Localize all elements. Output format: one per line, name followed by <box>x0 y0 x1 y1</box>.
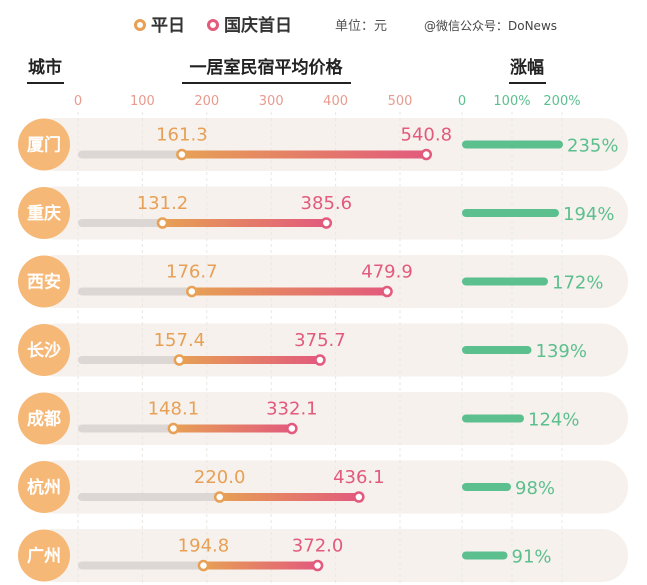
holiday-value-label: 436.1 <box>333 467 385 488</box>
price-track <box>78 287 192 296</box>
increase-tick-label: 200% <box>543 94 580 109</box>
price-range-bar <box>219 493 359 501</box>
holiday-value-label: 375.7 <box>294 330 346 351</box>
price-tick-label: 300 <box>259 94 284 109</box>
weekday-value-label: 194.8 <box>178 536 230 557</box>
price-header: 一居室民宿平均价格 <box>190 57 344 78</box>
holiday-value-label: 540.8 <box>401 125 453 146</box>
price-range-bar <box>191 287 388 296</box>
city-label: 厦门 <box>27 135 61 156</box>
city-badge <box>18 255 70 308</box>
increase-bar <box>462 551 508 560</box>
weekday-value-label: 157.4 <box>154 330 206 351</box>
holiday-value-label: 372.0 <box>292 536 344 557</box>
weekday-point <box>167 422 180 435</box>
price-range-bar <box>181 150 427 159</box>
weekday-value-label: 176.7 <box>166 262 218 283</box>
increase-bar <box>462 209 559 217</box>
holiday-point <box>314 354 326 366</box>
price-tick-label: 200 <box>194 94 219 109</box>
city-label: 长沙 <box>27 340 61 361</box>
price-tick-label: 100 <box>130 94 155 109</box>
holiday-point <box>353 491 365 503</box>
holiday-legend-label: 国庆首日 <box>224 15 292 36</box>
unit-label: 单位：元 <box>335 19 387 34</box>
price-track <box>78 150 182 159</box>
city-label: 广州 <box>27 546 61 567</box>
holiday-point <box>320 217 333 229</box>
weekday-value-label: 220.0 <box>194 467 246 488</box>
increase-bar <box>462 483 511 491</box>
city-badge <box>18 461 70 513</box>
increase-value-label: 139% <box>536 341 587 362</box>
holiday-value-label: 332.1 <box>266 399 318 420</box>
increase-value-label: 91% <box>512 547 552 568</box>
weekday-point <box>213 491 226 503</box>
weekday-point <box>173 354 186 366</box>
holiday-point <box>311 559 324 572</box>
city-label: 杭州 <box>27 477 61 498</box>
holiday-point <box>381 285 393 298</box>
weekday-value-label: 161.3 <box>156 125 208 146</box>
price-tick-label: 0 <box>74 94 82 109</box>
increase-bar <box>462 346 532 354</box>
weekday-legend-marker <box>134 19 146 31</box>
price-tick-label: 400 <box>323 94 348 109</box>
increase-value-label: 235% <box>567 136 618 157</box>
city-badge <box>18 324 70 376</box>
watermark: @微信公众号：DoNews <box>424 19 557 33</box>
weekday-point <box>176 148 188 161</box>
price-track <box>78 356 180 364</box>
weekday-value-label: 148.1 <box>148 399 200 420</box>
weekday-point <box>186 285 198 298</box>
increase-bar <box>462 414 524 423</box>
city-badge <box>18 187 70 239</box>
weekday-point <box>197 559 210 572</box>
price-tick-label: 500 <box>388 94 413 109</box>
weekday-point <box>156 217 169 229</box>
city-header: 城市 <box>28 57 62 78</box>
price-range-bar <box>162 219 327 227</box>
weekday-value-label: 131.2 <box>137 193 189 214</box>
price-track <box>78 424 174 433</box>
city-label: 重庆 <box>27 203 61 224</box>
price-range-bar <box>173 424 292 433</box>
increase-header: 涨幅 <box>510 57 544 78</box>
holiday-value-label: 385.6 <box>301 193 353 214</box>
holiday-point <box>420 148 433 161</box>
holiday-legend-marker <box>207 19 219 31</box>
holiday-point <box>286 422 298 435</box>
price-range-bar <box>179 356 320 364</box>
increase-value-label: 98% <box>515 478 555 499</box>
price-track <box>78 561 204 570</box>
increase-bar <box>462 140 563 149</box>
increase-value-label: 172% <box>552 273 603 294</box>
increase-value-label: 124% <box>528 410 579 431</box>
price-track <box>78 493 220 501</box>
city-badge <box>18 529 70 582</box>
holiday-value-label: 479.9 <box>361 262 413 283</box>
city-badge <box>18 118 70 171</box>
price-range-bar <box>203 561 318 570</box>
increase-tick-label: 0 <box>458 94 466 109</box>
increase-value-label: 194% <box>563 204 614 225</box>
increase-bar <box>462 277 548 286</box>
increase-tick-label: 100% <box>493 94 530 109</box>
city-badge <box>18 392 70 445</box>
city-label: 西安 <box>27 272 61 293</box>
city-label: 成都 <box>27 409 61 430</box>
price-track <box>78 219 163 227</box>
weekday-legend-label: 平日 <box>151 16 185 36</box>
